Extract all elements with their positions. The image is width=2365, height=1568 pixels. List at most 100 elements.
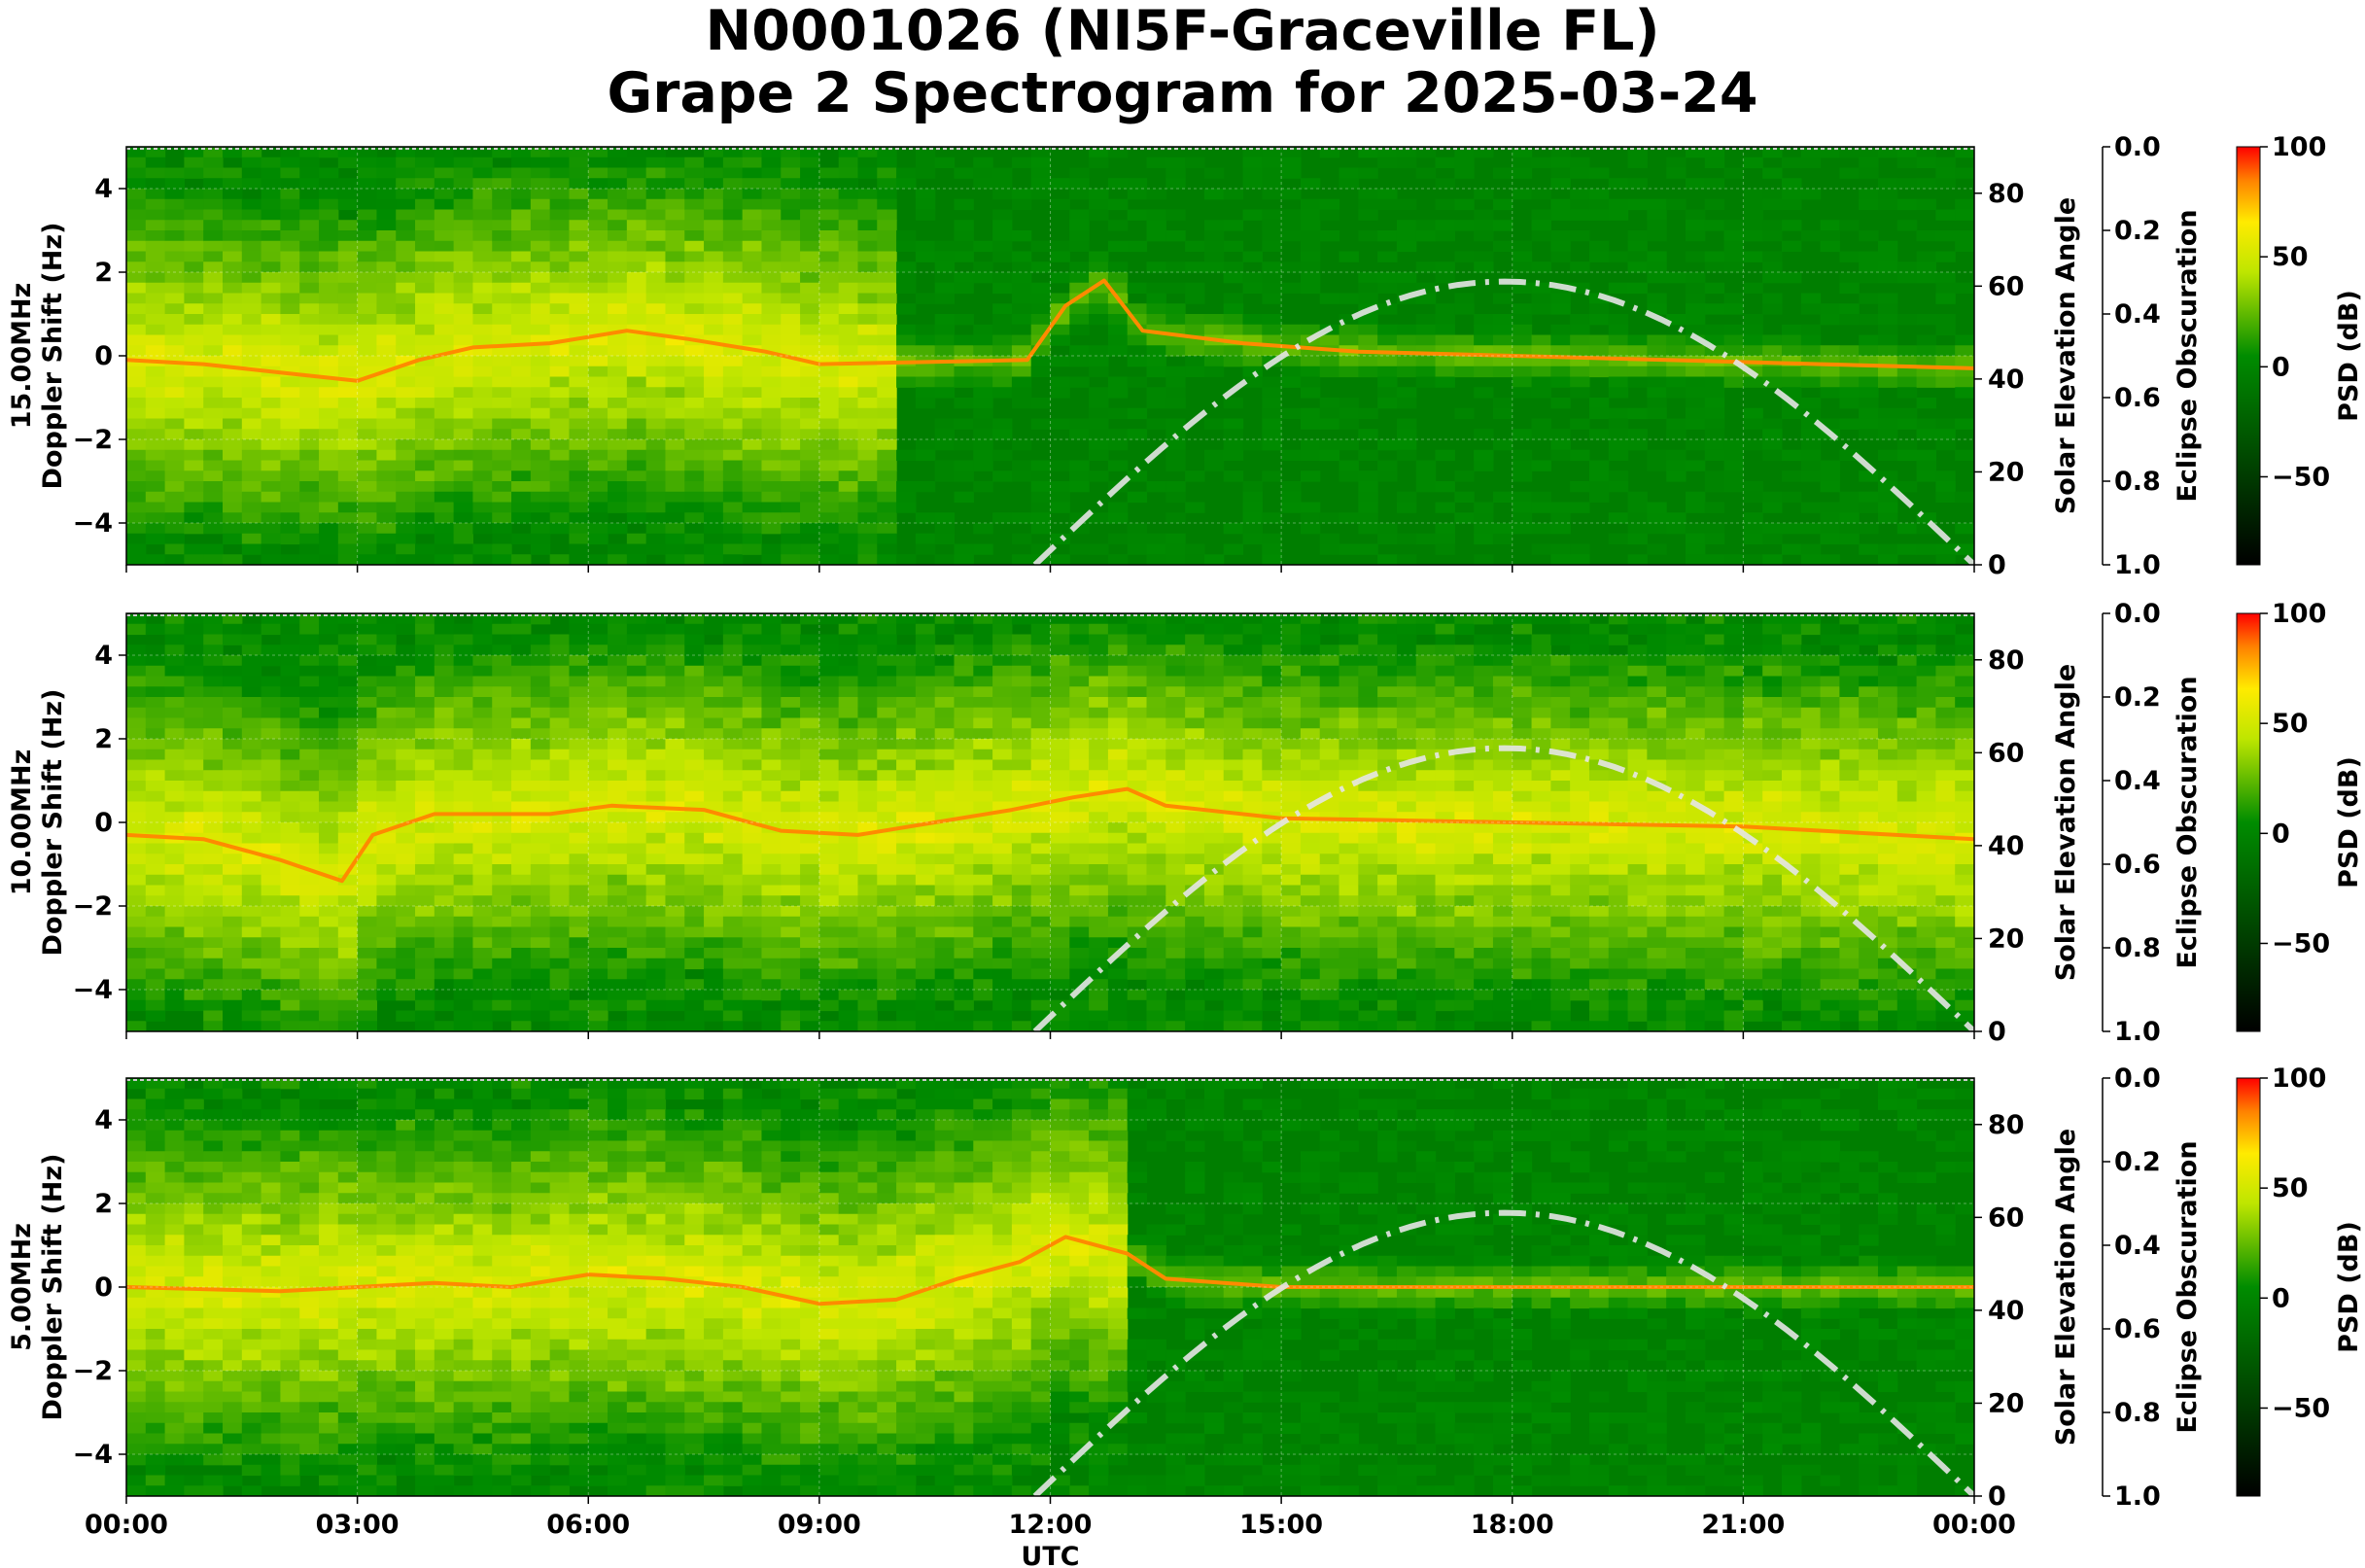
panel-15MHz: −4 −2 0 2 4 15.00MHz Doppler Shift (Hz) 0 20 40 60… [7, 132, 2364, 580]
y-tick-label: −2 [73, 891, 113, 922]
y3-tick-label: 0.4 [2114, 766, 2161, 796]
y-tick-label: 4 [94, 1105, 113, 1135]
y2-tick-label: 20 [1988, 457, 2025, 487]
y-tick-label: −4 [73, 508, 113, 539]
cbar-tick-label: 0 [2272, 819, 2290, 849]
y-tick-label: −4 [73, 975, 113, 1005]
solar-elevation-curve [1032, 1209, 1974, 1496]
x-tick-label: 18:00 [1471, 1510, 1554, 1540]
x-tick-label: 03:00 [316, 1510, 400, 1540]
y3-tick-label: 0.6 [2114, 850, 2161, 880]
colorbar [2236, 146, 2261, 566]
cbar-tick-label: 100 [2272, 1063, 2326, 1094]
y2-tick-label: 80 [1988, 179, 2025, 209]
y2-tick-label: 20 [1988, 923, 2025, 954]
y3-tick-label: 0.0 [2114, 599, 2161, 629]
cbar-tick-label: 50 [2272, 242, 2309, 272]
x-tick-label: 00:00 [1932, 1510, 2016, 1540]
y-axis-label: Doppler Shift (Hz) [38, 223, 68, 490]
y3-tick-label: 0.0 [2114, 132, 2161, 162]
grid [126, 1078, 1974, 1496]
y-axis-label: Doppler Shift (Hz) [38, 1154, 68, 1421]
y3-tick-label: 0.6 [2114, 1314, 2161, 1344]
y-tick-label: 0 [94, 341, 113, 371]
y-axis-label-freq: 10.00MHz [7, 749, 37, 896]
cbar-tick-label: 50 [2272, 1173, 2309, 1203]
y-axis-label-freq: 15.00MHz [7, 283, 37, 430]
x-tick-label: 15:00 [1239, 1510, 1323, 1540]
cbar-tick-label: −50 [2272, 928, 2330, 958]
panel-5MHz: −4 −2 0 2 4 5.00MHz Doppler Shift (Hz) 0 20 40 60 8… [7, 1063, 2364, 1568]
spectrogram-cells [126, 1078, 1974, 1496]
y3-axis-label: Eclipse Obscuration [2173, 676, 2203, 968]
y2-axis-label: Solar Elevation Angle [2051, 197, 2081, 514]
y-tick-label: 0 [94, 808, 113, 838]
solar-elevation-curve [1032, 745, 1974, 1031]
y2-tick-label: 60 [1988, 271, 2025, 301]
colorbar-label: PSD (dB) [2334, 1221, 2364, 1353]
grid [126, 613, 1974, 1031]
y2-tick-label: 0 [1988, 1481, 2006, 1512]
colorbar-label: PSD (dB) [2334, 290, 2364, 422]
y3-tick-label: 0.6 [2114, 383, 2161, 413]
cbar-tick-label: 0 [2272, 1283, 2290, 1313]
cbar-tick-label: 50 [2272, 709, 2309, 739]
figure-title-line2: Grape 2 Spectrogram for 2025-03-24 [607, 61, 1758, 125]
x-tick-label: 12:00 [1009, 1510, 1093, 1540]
y2-axis-label: Solar Elevation Angle [2051, 664, 2081, 981]
cbar-tick-label: 100 [2272, 132, 2326, 162]
y-tick-label: 4 [94, 174, 113, 204]
y-tick-label: 2 [94, 724, 113, 754]
cbar-tick-label: −50 [2272, 1393, 2330, 1423]
y3-tick-label: 0.0 [2114, 1063, 2161, 1094]
y3-tick-label: 0.8 [2114, 467, 2161, 497]
colorbar-label: PSD (dB) [2334, 756, 2364, 889]
y-tick-label: −2 [73, 425, 113, 455]
y3-tick-label: 0.2 [2114, 1147, 2161, 1177]
y2-tick-label: 40 [1988, 1296, 2025, 1326]
y-tick-label: 0 [94, 1272, 113, 1303]
y3-tick-label: 0.2 [2114, 682, 2161, 713]
y2-tick-label: 40 [1988, 831, 2025, 861]
spectrogram-cells [126, 613, 1974, 1031]
y2-axis-label: Solar Elevation Angle [2051, 1129, 2081, 1446]
y3-tick-label: 0.8 [2114, 1398, 2161, 1428]
y3-axis-label: Eclipse Obscuration [2173, 209, 2203, 502]
x-tick-label: 21:00 [1701, 1510, 1785, 1540]
x-tick-label: 06:00 [546, 1510, 630, 1540]
y2-tick-label: 0 [1988, 550, 2006, 580]
y3-tick-label: 0.4 [2114, 1231, 2161, 1261]
y3-tick-label: 0.4 [2114, 299, 2161, 330]
y3-tick-label: 1.0 [2114, 550, 2161, 580]
y-axis-label-freq: 5.00MHz [7, 1223, 37, 1351]
cbar-tick-label: −50 [2272, 462, 2330, 492]
spectrogram-cells [126, 147, 1974, 565]
grid [126, 147, 1974, 565]
y3-tick-label: 1.0 [2114, 1481, 2161, 1512]
panel-10MHz: −4 −2 0 2 4 10.00MHz Doppler Shift (Hz) 0 20 40 60… [7, 599, 2364, 1047]
y-tick-label: −4 [73, 1440, 113, 1470]
y-tick-label: −2 [73, 1356, 113, 1386]
y3-tick-label: 0.8 [2114, 933, 2161, 963]
y2-tick-label: 0 [1988, 1017, 2006, 1047]
x-tick-label: 09:00 [778, 1510, 861, 1540]
doppler-trace [126, 786, 1974, 884]
y3-tick-label: 0.2 [2114, 216, 2161, 246]
y2-tick-label: 60 [1988, 1202, 2025, 1233]
y-axis-label: Doppler Shift (Hz) [38, 689, 68, 957]
y2-tick-label: 40 [1988, 365, 2025, 395]
y-tick-label: 2 [94, 258, 113, 288]
y3-tick-label: 1.0 [2114, 1017, 2161, 1047]
y2-tick-label: 80 [1988, 1110, 2025, 1140]
colorbar [2236, 1077, 2261, 1497]
colorbar [2236, 612, 2261, 1032]
doppler-trace [126, 1235, 1974, 1307]
doppler-trace [126, 278, 1974, 383]
y2-tick-label: 60 [1988, 738, 2025, 768]
y-tick-label: 4 [94, 641, 113, 671]
solar-elevation-curve [1032, 278, 1974, 565]
x-axis-label: UTC [1021, 1542, 1079, 1568]
x-tick-label: 00:00 [85, 1510, 168, 1540]
y3-axis-label: Eclipse Obscuration [2173, 1140, 2203, 1433]
